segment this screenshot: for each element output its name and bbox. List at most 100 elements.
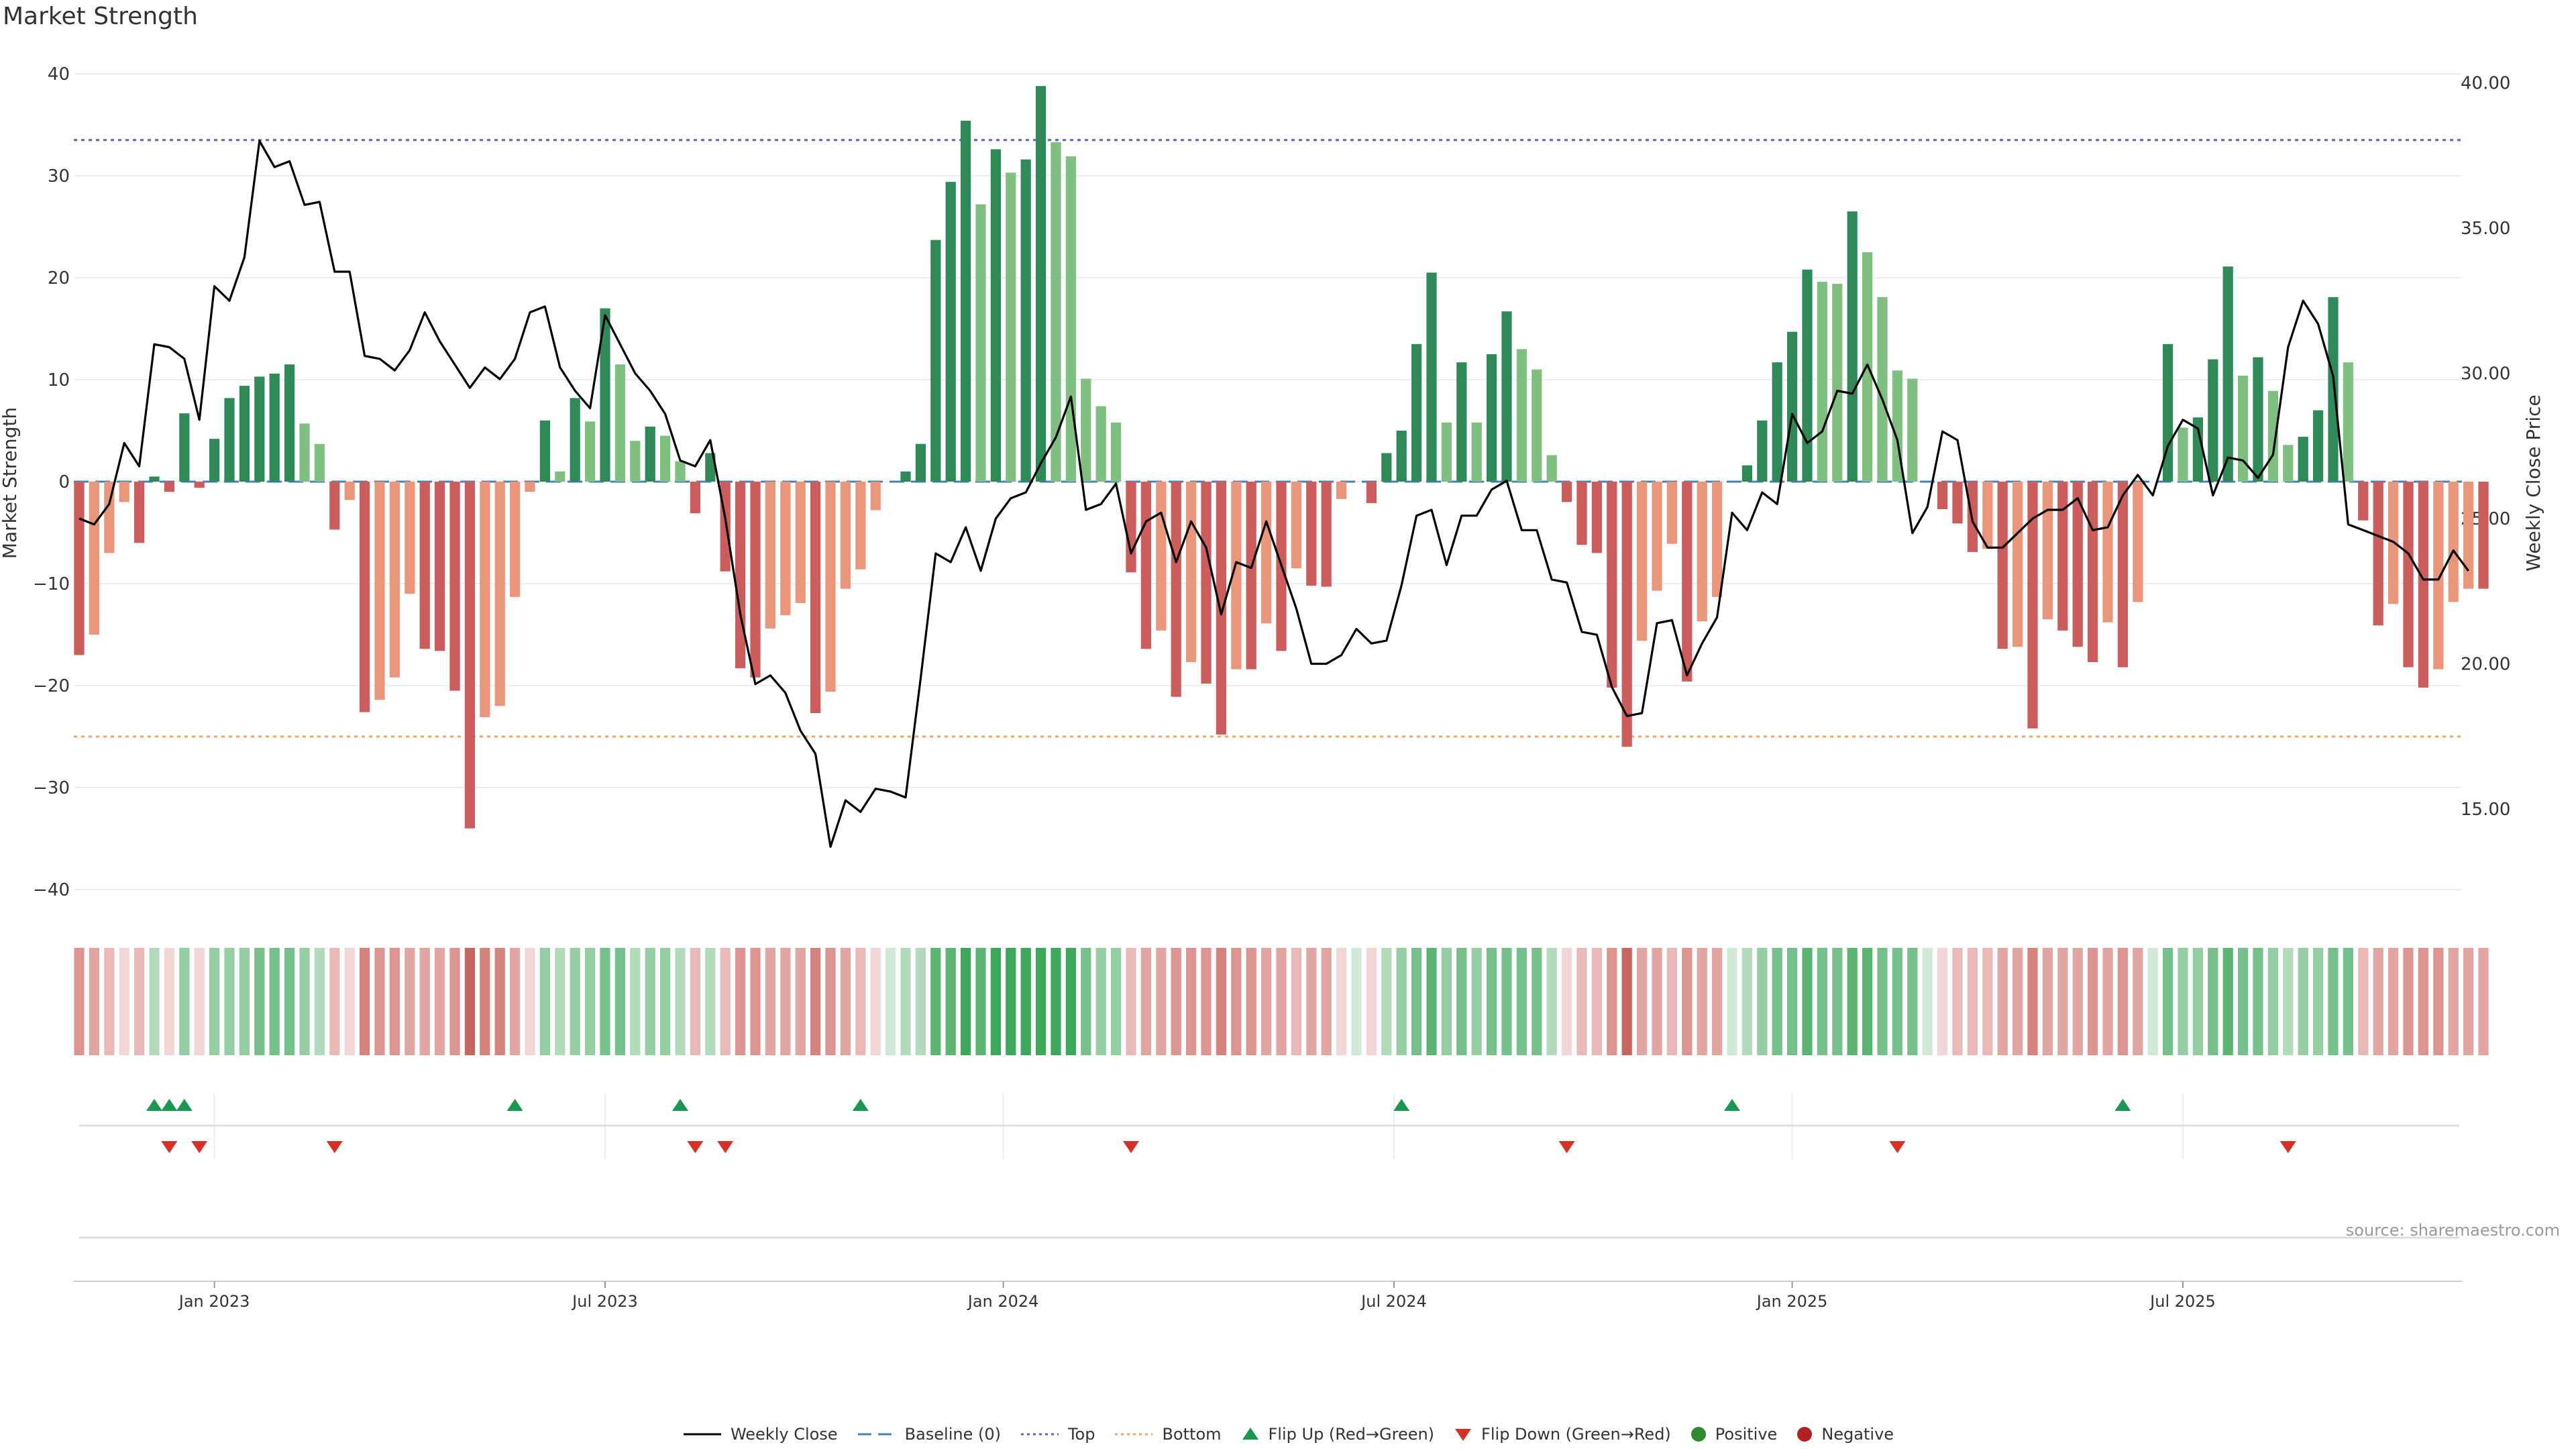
legend-weekly-close: Weekly Close	[682, 1425, 838, 1444]
top-swatch	[1020, 1433, 1059, 1436]
strength-bar	[179, 413, 190, 482]
strength-bar	[1982, 482, 1993, 549]
gradient-cell	[209, 948, 220, 1055]
gradient-cell	[2373, 948, 2383, 1055]
gradient-cell	[600, 948, 610, 1055]
gradient-cell	[2312, 948, 2324, 1055]
strength-bar	[1020, 159, 1031, 482]
gradient-cell	[2117, 948, 2129, 1055]
gradient-cell	[690, 948, 701, 1055]
flip-down-marker	[191, 1141, 208, 1153]
gradient-cell	[1516, 948, 1527, 1055]
strength-bar	[133, 482, 145, 543]
strength-bar	[419, 482, 430, 649]
strength-bar	[750, 482, 761, 678]
x-tick-label: Jul 2024	[1360, 1292, 1427, 1311]
gradient-cell	[2403, 948, 2414, 1055]
gradient-cell	[2358, 948, 2369, 1055]
gradient-cell	[960, 948, 971, 1055]
gradient-cell	[2057, 948, 2068, 1055]
gradient-cell	[1576, 948, 1587, 1055]
strength-bar	[1231, 482, 1242, 669]
gradient-cell	[1081, 948, 1091, 1055]
gradient-cell	[1336, 948, 1347, 1055]
gradient-cell	[374, 948, 385, 1055]
gradient-cell	[269, 948, 280, 1055]
gradient-cell	[179, 948, 190, 1055]
strength-bar	[1607, 482, 1617, 688]
legend-label: Baseline (0)	[904, 1425, 1001, 1444]
gradient-cell	[2042, 948, 2053, 1055]
gradient-cell	[480, 948, 490, 1055]
strength-bar	[269, 373, 280, 482]
gradient-cell	[1982, 948, 1993, 1055]
gradient-cell	[89, 948, 100, 1055]
gradient-cell	[2387, 948, 2399, 1055]
gradient-cell	[630, 948, 641, 1055]
strength-bar	[1757, 420, 1768, 482]
flip-up-icon	[1242, 1428, 1258, 1440]
x-tick-label: Jan 2024	[967, 1292, 1039, 1311]
strength-bar	[2433, 482, 2444, 669]
legend-label: Flip Down (Green→Red)	[1481, 1425, 1671, 1444]
strength-bar	[1772, 362, 1782, 482]
strength-bar	[1652, 482, 1662, 591]
gradient-cell	[2237, 948, 2249, 1055]
legend-bottom: Bottom	[1114, 1425, 1222, 1444]
flip-up-marker	[176, 1099, 193, 1111]
gradient-cell	[1832, 948, 1843, 1055]
strength-bar	[1156, 482, 1167, 631]
left-tick-label: −10	[33, 574, 70, 594]
gradient-cell	[1697, 948, 1707, 1055]
gradient-cell	[254, 948, 265, 1055]
gradient-cell	[509, 948, 521, 1055]
gradient-cell	[1276, 948, 1287, 1055]
bottom-swatch	[1115, 1433, 1153, 1436]
left-tick-label: 40	[48, 64, 70, 85]
strength-bar	[1847, 211, 1858, 482]
flip-up-marker	[2114, 1099, 2131, 1111]
strength-bar	[2312, 410, 2324, 482]
gradient-cell	[239, 948, 250, 1055]
gradient-cell	[2418, 948, 2429, 1055]
strength-bar	[74, 482, 85, 655]
gradient-cell	[720, 948, 731, 1055]
strength-bar	[1907, 378, 1918, 482]
strength-bar	[1246, 482, 1256, 669]
strength-bar	[2012, 482, 2023, 647]
gradient-cell	[1907, 948, 1918, 1055]
strength-bar	[119, 482, 129, 502]
strength-bar	[2222, 266, 2233, 482]
source-note: source: sharemaestro.com	[2345, 1221, 2560, 1240]
gradient-cell	[525, 948, 535, 1055]
strength-bar	[1666, 482, 1678, 544]
strength-bar	[89, 482, 100, 635]
right-axis-label: Weekly Close Price	[2522, 394, 2544, 571]
gradient-cell	[2267, 948, 2279, 1055]
flip-up-marker	[672, 1099, 688, 1111]
strength-bar	[780, 482, 791, 616]
weekly-close-path	[78, 140, 2469, 848]
strength-bar	[194, 482, 205, 488]
x-tick-label: Jan 2023	[178, 1292, 250, 1311]
gradient-cell	[1441, 948, 1452, 1055]
flip-up-marker	[1393, 1099, 1410, 1111]
gradient-cell	[2012, 948, 2023, 1055]
threshold-lines	[74, 139, 2462, 738]
gradient-cell	[1967, 948, 1978, 1055]
gradient-cell	[1171, 948, 1181, 1055]
strength-bar	[870, 482, 881, 511]
strength-bar	[1336, 482, 1347, 499]
strength-bar	[284, 364, 295, 482]
gradient-cell	[750, 948, 761, 1055]
strength-bar	[630, 441, 641, 482]
legend-label: Bottom	[1162, 1425, 1222, 1444]
strength-bar	[765, 482, 776, 629]
gradient-cell	[224, 948, 235, 1055]
strength-bar	[1682, 482, 1693, 682]
strength-bar	[2298, 437, 2308, 482]
strength-bar	[449, 482, 460, 691]
strength-bar	[239, 386, 250, 482]
gradient-cell	[2298, 948, 2308, 1055]
strength-bar	[2478, 482, 2489, 589]
